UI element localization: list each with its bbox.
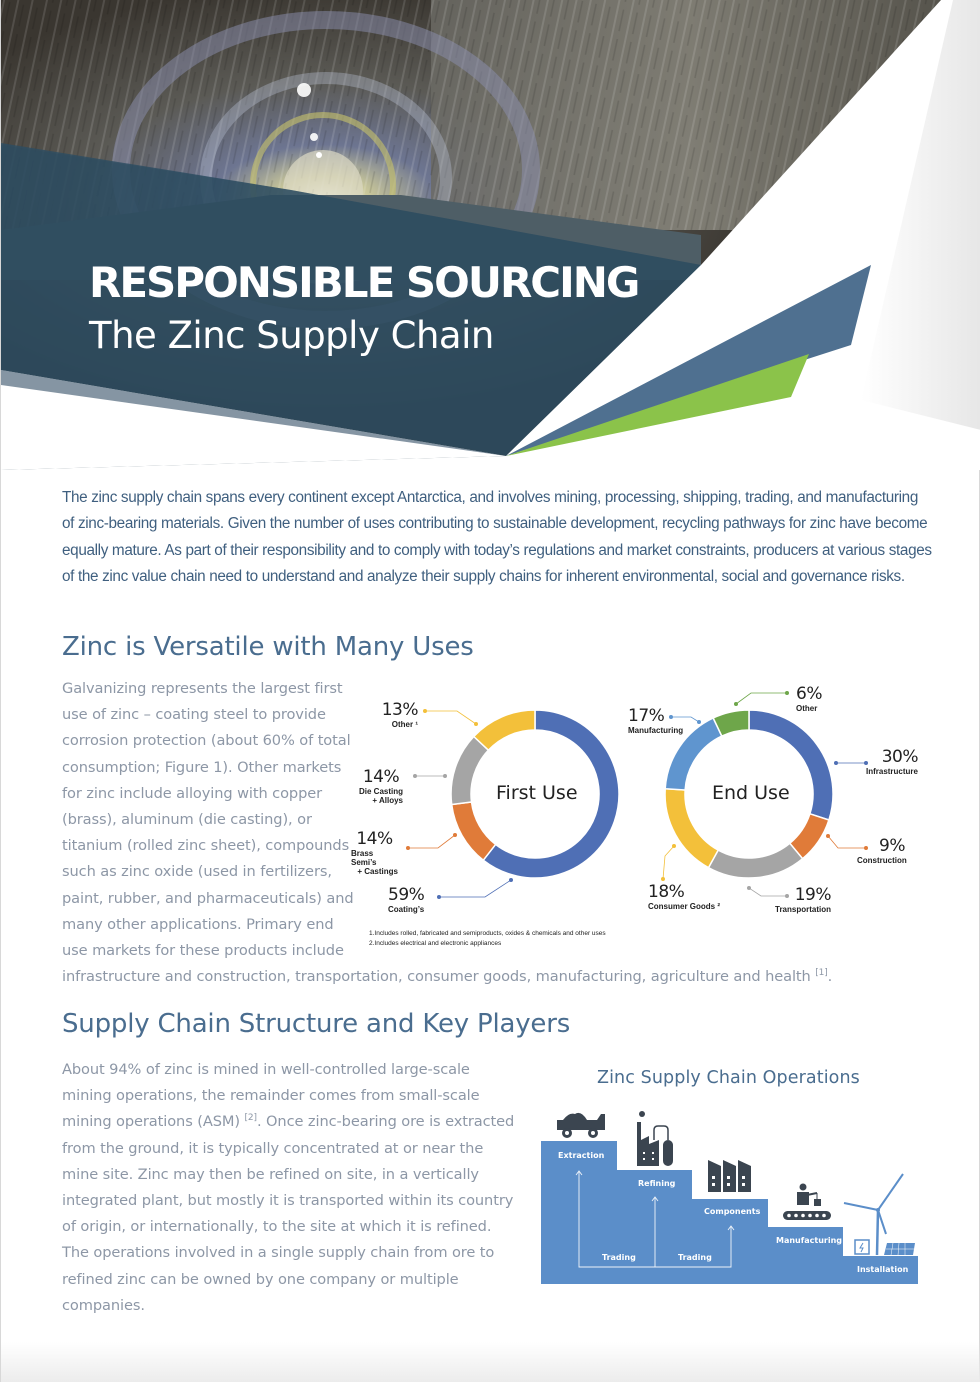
wind-turbine-solar-icon [843, 1173, 915, 1256]
pct-value: 30% [881, 747, 919, 767]
caption: Transportation [775, 905, 832, 914]
caption: Infrastructure [865, 767, 918, 776]
end-use-label-construction: 9% Construction [857, 836, 907, 865]
operations-staircase-graphic [541, 1111, 918, 1284]
caption: Other [796, 704, 818, 713]
caption: Consumer Goods ² [648, 902, 721, 911]
first-use-donut [450, 709, 620, 879]
step-refining: Refining [638, 1179, 676, 1188]
uses-paragraph: Galvanizing represents the largest first… [62, 680, 354, 960]
intro-paragraph: The zinc supply chain spans every contin… [62, 489, 932, 586]
end-use-label-transportation: 19% Transportation [775, 885, 832, 914]
first-use-label-die-casting: 14% Die Casting + Alloys [359, 767, 403, 805]
caption: Construction [857, 856, 907, 865]
reference-1[interactable]: [1] [815, 968, 828, 979]
pct-value: 19% [794, 885, 832, 905]
end-use-label-other: 6% Other [796, 684, 822, 713]
step-manufacturing: Manufacturing [776, 1236, 842, 1245]
pct-value: 17% [628, 706, 665, 726]
mine-tunnel-photo [1, 0, 980, 470]
supply-chain-paragraph: About 94% of zinc is mined in well-contr… [62, 1057, 522, 1319]
pct-value: 9% [879, 836, 905, 856]
supply-text-b: . Once zinc-bearing ore is extracted fro… [62, 1113, 515, 1314]
refinery-icon [637, 1111, 673, 1166]
hero-title: RESPONSIBLE SOURCING [89, 258, 640, 307]
footnote-2: 2.Includes electrical and electronic app… [369, 940, 502, 947]
zinc-use-charts: First Use 13% Other ¹ 14% Die Casting + … [341, 680, 941, 960]
pct-value: 59% [388, 885, 425, 905]
caption: Die Casting [359, 787, 404, 796]
period: . [827, 968, 833, 985]
page-bottom-shadow [1, 1342, 980, 1382]
conveyor-worker-icon [783, 1183, 831, 1220]
pct-value: 14% [356, 829, 393, 849]
end-use-donut [664, 709, 834, 879]
pct-value: 18% [648, 882, 685, 902]
caption: Other ¹ [391, 720, 418, 729]
footnote-1: 1.Includes rolled, fabricated and semipr… [369, 930, 606, 937]
first-use-label-coating: 59% Coating’s [388, 885, 425, 914]
pct-value: 14% [362, 767, 400, 787]
first-use-label-brass: 14% Brass Semi’s + Castings [351, 829, 398, 876]
donut-charts-graphic [406, 691, 868, 899]
uses-paragraph-text: infrastructure and construction, transpo… [62, 968, 811, 985]
uses-heading: Zinc is Versatile with Many Uses [62, 632, 474, 662]
step-extraction: Extraction [558, 1151, 605, 1160]
step-installation: Installation [857, 1265, 909, 1274]
chart-footnotes: 1.Includes rolled, fabricated and semipr… [369, 929, 606, 949]
caption: Brass Semi’s [351, 849, 377, 867]
uses-paragraph-continued: infrastructure and construction, transpo… [62, 964, 942, 990]
step-components: Components [704, 1207, 761, 1216]
caption: + Castings [357, 867, 398, 876]
pct-value: 6% [796, 684, 822, 704]
factory-buildings-icon [708, 1160, 751, 1192]
supply-text-a: About 94% of zinc is mined in well-contr… [62, 1061, 480, 1131]
supply-chain-operations-diagram: Extraction Refining Components Manufactu… [541, 1100, 921, 1285]
caption: + Alloys [372, 796, 403, 805]
hero-banner: RESPONSIBLE SOURCING The Zinc Supply Cha… [1, 0, 980, 470]
end-use-center-label: End Use [712, 782, 790, 804]
trading-label-2: Trading [678, 1253, 712, 1262]
reference-2[interactable]: [2] [244, 1113, 258, 1124]
end-use-label-infrastructure: 30% Infrastructure [858, 747, 919, 776]
trading-label-1: Trading [602, 1253, 636, 1262]
supply-chain-heading: Supply Chain Structure and Key Players [62, 1009, 571, 1039]
end-use-label-consumer-goods: 18% Consumer Goods ² [648, 882, 720, 911]
first-use-label-other: 13% Other ¹ [380, 700, 419, 729]
caption: Manufacturing [628, 726, 684, 735]
operations-title: Zinc Supply Chain Operations [597, 1068, 860, 1088]
end-use-label-manufacturing: 17% Manufacturing [628, 706, 683, 735]
first-use-center-label: First Use [496, 782, 578, 804]
mining-truck-icon [557, 1112, 605, 1138]
pct-value: 13% [381, 700, 419, 720]
caption: Coating’s [388, 905, 425, 914]
hero-subtitle: The Zinc Supply Chain [89, 314, 494, 357]
